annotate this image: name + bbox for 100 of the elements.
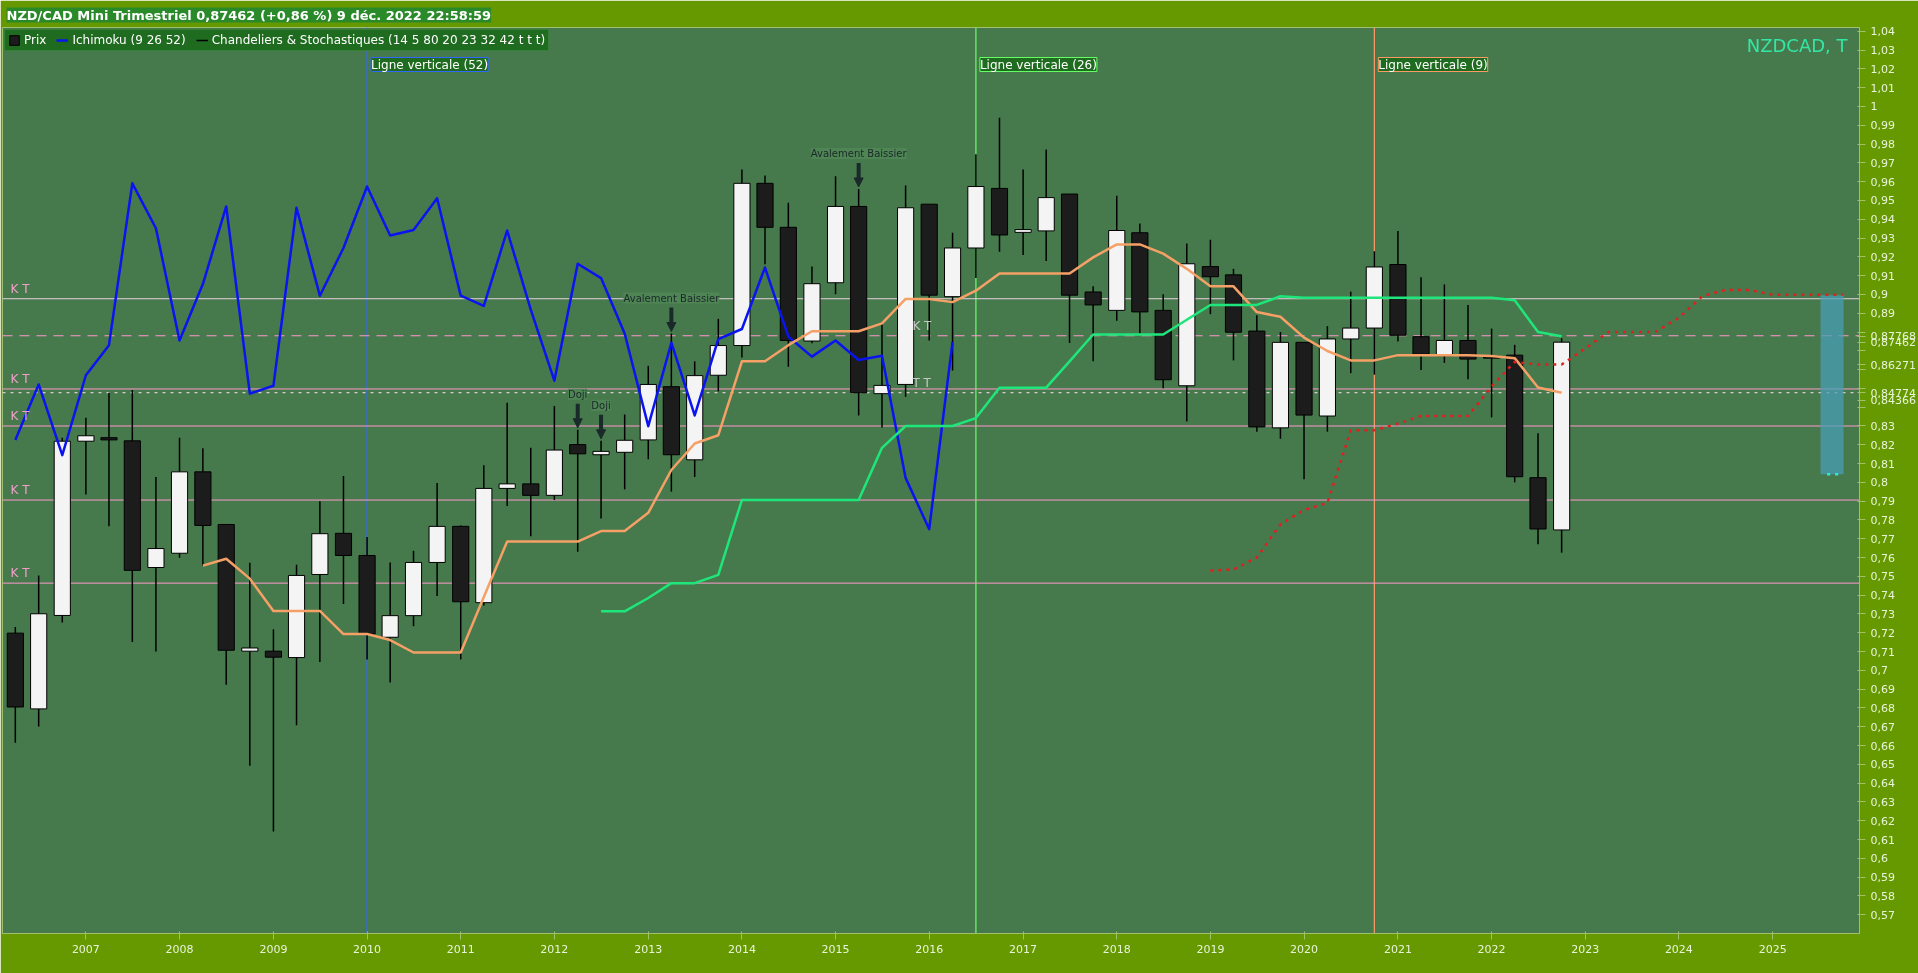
y-tick-label: 0,63 — [1870, 795, 1895, 809]
legend-label: Ichimoku (9 26 52) — [72, 33, 186, 47]
annotation: Chandeliers & Stochastiques (14 5 80 20 23 32 42 t t t) — [211, 33, 546, 47]
candlestick — [334, 475, 353, 605]
y-tick-label: 0,67 — [1870, 720, 1895, 734]
x-tick-label: 2021 — [1383, 942, 1412, 956]
y-tick-label: 0,82 — [1870, 438, 1895, 452]
y-tick-label: 1,04 — [1870, 25, 1895, 39]
y-tick-label: 0,96 — [1870, 175, 1895, 189]
candlestick — [1201, 238, 1219, 315]
x-tick-label: 2025 — [1758, 942, 1787, 956]
line-series — [201, 243, 1563, 654]
y-tick-label: 0,99 — [1870, 119, 1895, 133]
y-tick-label: 0,79 — [1870, 495, 1895, 509]
y-tick-label: 0,64 — [1870, 777, 1895, 791]
candlestick — [241, 562, 259, 767]
y-tick-label: 0,68 — [1870, 701, 1895, 715]
annotation: Avalement Baissier — [623, 292, 721, 304]
x-tick-label: 2023 — [1571, 942, 1600, 956]
x-tick-label: 2015 — [821, 942, 850, 956]
x-tick-label: 2008 — [165, 942, 194, 956]
ref-line-label: K T — [10, 483, 31, 498]
x-tick-label: 2010 — [353, 942, 382, 956]
candlestick — [1084, 285, 1102, 363]
x-tick-label: 2024 — [1664, 942, 1693, 956]
x-tick-label: 2016 — [915, 942, 944, 956]
y-tick-label: 0,62 — [1870, 814, 1895, 828]
x-tick-label: 2014 — [727, 942, 756, 956]
y-tick-label: 0,86271 — [1870, 358, 1916, 372]
candlestick — [77, 416, 95, 496]
y-tick-label: 0,97 — [1870, 156, 1895, 170]
candlestick — [381, 561, 399, 684]
y-tick-label: 1,02 — [1870, 62, 1895, 76]
y-tick-label: 1 — [1870, 100, 1878, 114]
y-tick-label: 0,66 — [1870, 739, 1895, 753]
y-tick-label: 0,76 — [1870, 551, 1895, 565]
chart-subtitle: NZDCAD, T — [1746, 34, 1849, 56]
y-tick-label: 0,65 — [1870, 758, 1895, 772]
y-tick-label: 0,94 — [1870, 213, 1895, 227]
y-tick-label: 0,6 — [1870, 852, 1888, 866]
y-tick-label: 1,03 — [1870, 44, 1895, 58]
candlestick — [616, 413, 634, 491]
candlestick — [498, 402, 516, 507]
ref-line-label: K T — [10, 281, 31, 296]
candlestick — [100, 391, 118, 528]
ref-line-label: T T — [911, 375, 932, 390]
y-tick-label: 0,81 — [1870, 457, 1895, 471]
y-tick-label: 0,57 — [1870, 908, 1895, 922]
y-tick-label: 0,9 — [1870, 288, 1888, 302]
y-tick-label: 0,95 — [1870, 194, 1895, 208]
y-tick-label: 0,7 — [1870, 664, 1888, 678]
chart-title: NZD/CAD Mini Trimestriel 0,87462 (+0,86 %) 9 déc. 2022 22:58:59 — [6, 7, 492, 23]
y-tick-label: 0,74 — [1870, 589, 1895, 603]
y-tick-label: 0,77 — [1870, 532, 1895, 546]
y-tick-label: 0,61 — [1870, 833, 1895, 847]
x-tick-label: 2018 — [1102, 942, 1131, 956]
candlestick — [522, 447, 540, 537]
y-tick-label: 0,73 — [1870, 607, 1895, 621]
y-tick-label: 0,75 — [1870, 570, 1895, 584]
x-tick-label: 2013 — [634, 942, 663, 956]
x-tick-label: 2009 — [259, 942, 288, 956]
y-tick-label: 0,92 — [1870, 250, 1895, 264]
y-tick-label: 1,01 — [1870, 81, 1895, 95]
x-tick-label: 2007 — [71, 942, 100, 956]
candlestick — [592, 440, 610, 520]
ref-line-label: Ligne verticale (26) — [979, 57, 1097, 72]
ref-line-label: K T — [10, 371, 31, 386]
candlestick — [147, 476, 165, 653]
candlestick — [1412, 276, 1430, 371]
y-tick-label: 0,78 — [1870, 513, 1895, 527]
y-tick-label: 0,93 — [1870, 232, 1895, 246]
ref-line-label: Ligne verticale (9) — [1378, 57, 1488, 72]
y-tick-label: 0,69 — [1870, 683, 1895, 697]
x-tick-label: 2017 — [1009, 942, 1038, 956]
x-tick-label: 2020 — [1290, 942, 1319, 956]
annotation: Doji — [591, 399, 611, 411]
legend-label: Prix — [24, 33, 47, 47]
y-tick-label: 0,72 — [1870, 626, 1895, 640]
y-tick-label: 0,83 — [1870, 419, 1895, 433]
candlestick — [264, 628, 283, 833]
y-tick-label: 0,89 — [1870, 307, 1895, 321]
y-tick-label: 0,91 — [1870, 269, 1895, 283]
candlestick — [1342, 290, 1360, 374]
ref-line-label: K T — [10, 566, 31, 581]
x-tick-label: 2012 — [540, 942, 569, 956]
y-tick-label: 0,59 — [1870, 871, 1895, 885]
y-tick-label: 0,71 — [1870, 645, 1895, 659]
candlestick — [569, 429, 587, 553]
x-tick-label: 2022 — [1477, 942, 1506, 956]
y-tick-label: 0,8 — [1870, 476, 1888, 490]
ref-line-label: Ligne verticale (52) — [371, 57, 489, 72]
candlestick — [1014, 168, 1032, 256]
annotation: Avalement Baissier — [810, 148, 908, 159]
x-tick-label: 2011 — [446, 942, 475, 956]
x-tick-label: 2019 — [1196, 942, 1225, 956]
y-tick-label: 0,98 — [1870, 138, 1895, 152]
candlestick — [1459, 304, 1477, 381]
annotation: Doji — [568, 388, 588, 400]
line-series — [1209, 288, 1845, 572]
y-tick-label: 0,58 — [1870, 889, 1895, 903]
